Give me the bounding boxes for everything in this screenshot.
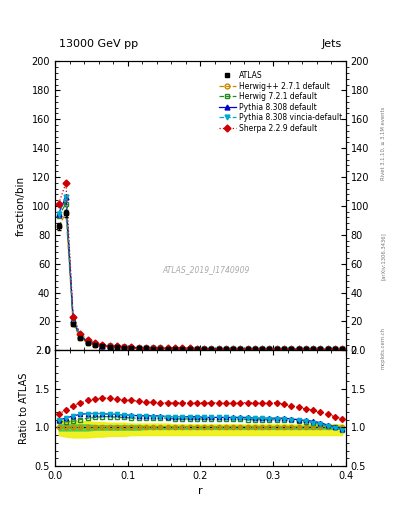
Legend: ATLAS, Herwig++ 2.7.1 default, Herwig 7.2.1 default, Pythia 8.308 default, Pythi: ATLAS, Herwig++ 2.7.1 default, Herwig 7.… (219, 71, 342, 133)
Y-axis label: fraction/bin: fraction/bin (16, 176, 26, 236)
Text: [arXiv:1306.3436]: [arXiv:1306.3436] (381, 232, 386, 280)
X-axis label: r: r (198, 486, 203, 496)
Text: mcplots.cern.ch: mcplots.cern.ch (381, 327, 386, 369)
Text: Rivet 3.1.10, ≥ 3.1M events: Rivet 3.1.10, ≥ 3.1M events (381, 106, 386, 180)
Text: ATLAS_2019_I1740909: ATLAS_2019_I1740909 (163, 265, 250, 274)
Y-axis label: Ratio to ATLAS: Ratio to ATLAS (19, 372, 29, 444)
Text: Jets: Jets (321, 38, 342, 49)
Text: 13000 GeV pp: 13000 GeV pp (59, 38, 138, 49)
